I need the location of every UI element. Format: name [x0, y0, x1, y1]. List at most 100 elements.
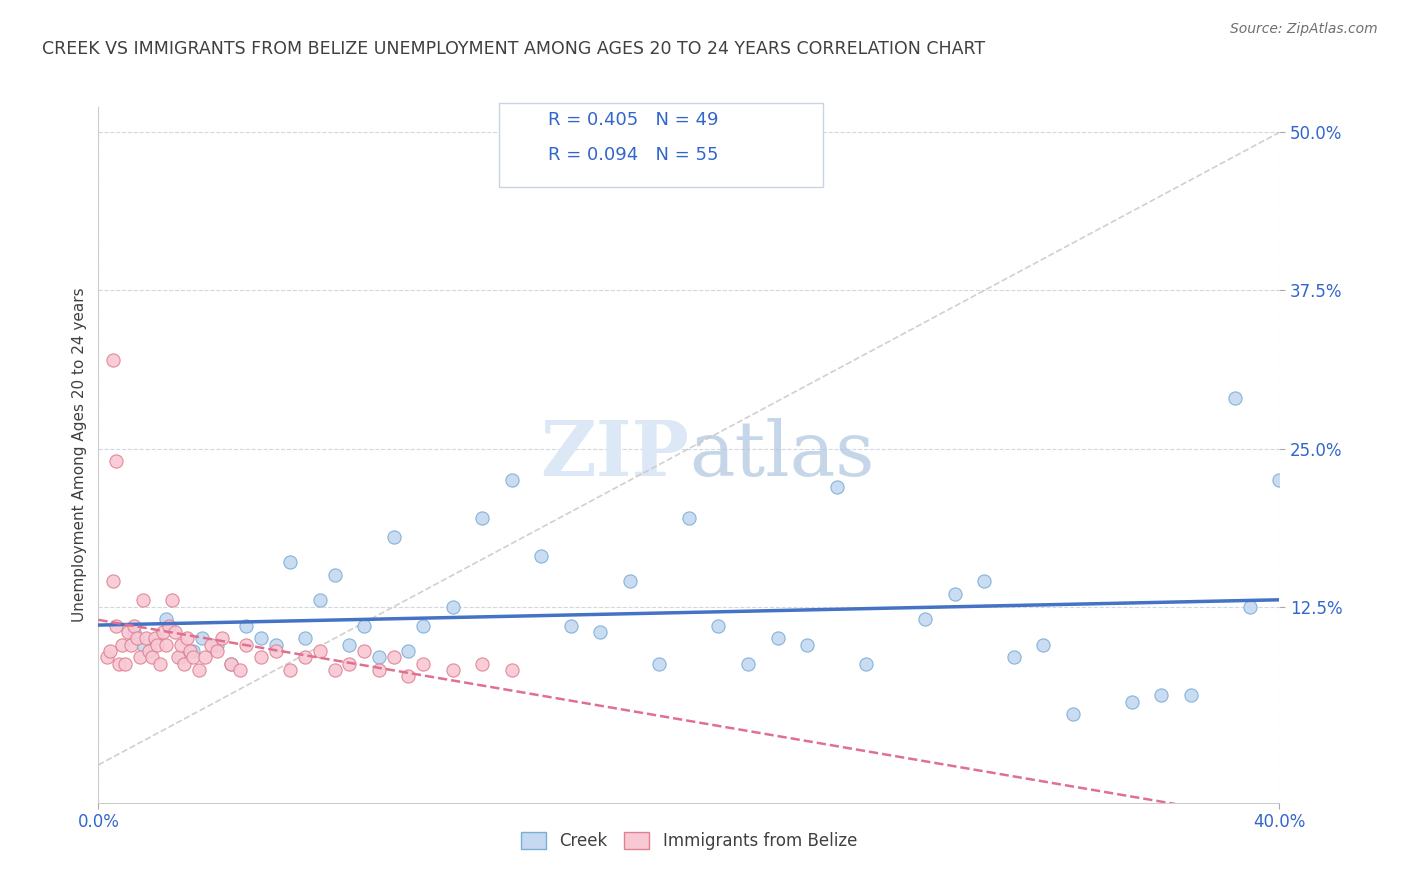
Point	[176, 632, 198, 646]
Point	[339, 657, 361, 671]
Point	[105, 454, 128, 468]
Point	[111, 638, 134, 652]
Point	[128, 650, 150, 665]
Point	[441, 599, 464, 614]
Point	[471, 511, 494, 525]
Point	[589, 625, 612, 640]
Point	[398, 669, 420, 683]
Point	[173, 657, 195, 671]
Point	[120, 638, 142, 652]
Point	[187, 663, 209, 677]
Point	[221, 657, 243, 671]
Text: R = 0.405   N = 49: R = 0.405 N = 49	[548, 111, 718, 128]
Point	[152, 625, 174, 640]
Point	[138, 644, 160, 658]
Point	[117, 625, 139, 640]
Point	[530, 549, 553, 563]
Point	[146, 638, 169, 652]
Point	[1268, 473, 1291, 487]
Point	[141, 650, 163, 665]
Legend: Creek, Immigrants from Belize: Creek, Immigrants from Belize	[515, 826, 863, 857]
Point	[194, 650, 217, 665]
Point	[280, 663, 302, 677]
Point	[1225, 391, 1247, 405]
Point	[170, 638, 193, 652]
Point	[250, 632, 273, 646]
Text: ZIP: ZIP	[540, 418, 689, 491]
Point	[796, 638, 818, 652]
Point	[103, 574, 125, 589]
Point	[108, 657, 131, 671]
Point	[560, 618, 582, 632]
Point	[157, 618, 180, 632]
Point	[211, 632, 233, 646]
Point	[221, 657, 243, 671]
Point	[132, 638, 155, 652]
Point	[280, 556, 302, 570]
Point	[766, 632, 789, 646]
Point	[353, 644, 375, 658]
Point	[501, 473, 523, 487]
Text: atlas: atlas	[689, 418, 875, 491]
Point	[264, 644, 287, 658]
Text: CREEK VS IMMIGRANTS FROM BELIZE UNEMPLOYMENT AMONG AGES 20 TO 24 YEARS CORRELATI: CREEK VS IMMIGRANTS FROM BELIZE UNEMPLOY…	[42, 40, 986, 58]
Point	[501, 663, 523, 677]
Point	[678, 511, 700, 525]
Point	[125, 632, 148, 646]
Point	[146, 632, 169, 646]
Point	[382, 650, 405, 665]
Point	[294, 650, 316, 665]
Point	[1150, 688, 1173, 702]
Point	[294, 632, 316, 646]
Point	[155, 612, 177, 626]
Text: R = 0.094   N = 55: R = 0.094 N = 55	[548, 146, 718, 164]
Point	[162, 593, 183, 607]
Point	[143, 632, 166, 646]
Point	[309, 644, 332, 658]
Point	[441, 663, 464, 677]
Point	[170, 650, 193, 665]
Point	[191, 632, 214, 646]
Point	[235, 638, 257, 652]
Point	[914, 612, 936, 626]
Point	[368, 663, 391, 677]
Point	[264, 638, 287, 652]
Point	[323, 568, 346, 582]
Point	[165, 625, 187, 640]
Point	[412, 618, 434, 632]
Point	[368, 650, 391, 665]
Text: Source: ZipAtlas.com: Source: ZipAtlas.com	[1230, 22, 1378, 37]
Y-axis label: Unemployment Among Ages 20 to 24 years: Unemployment Among Ages 20 to 24 years	[72, 287, 87, 623]
Point	[179, 644, 201, 658]
Point	[619, 574, 641, 589]
Point	[98, 644, 121, 658]
Point	[648, 657, 671, 671]
Point	[737, 657, 759, 671]
Point	[149, 657, 172, 671]
Point	[1002, 650, 1025, 665]
Point	[205, 644, 228, 658]
Point	[412, 657, 434, 671]
Point	[235, 618, 257, 632]
Point	[943, 587, 966, 601]
Point	[707, 618, 730, 632]
Point	[855, 657, 877, 671]
Point	[1062, 707, 1084, 722]
Point	[135, 632, 157, 646]
Point	[471, 657, 494, 671]
Point	[132, 593, 155, 607]
Point	[181, 644, 204, 658]
Point	[353, 618, 375, 632]
Point	[1032, 638, 1054, 652]
Point	[105, 618, 128, 632]
Point	[205, 638, 228, 652]
Point	[1180, 688, 1202, 702]
Point	[155, 638, 177, 652]
Point	[323, 663, 346, 677]
Point	[309, 593, 332, 607]
Point	[181, 650, 204, 665]
Point	[103, 353, 125, 368]
Point	[122, 618, 145, 632]
Point	[398, 644, 420, 658]
Point	[339, 638, 361, 652]
